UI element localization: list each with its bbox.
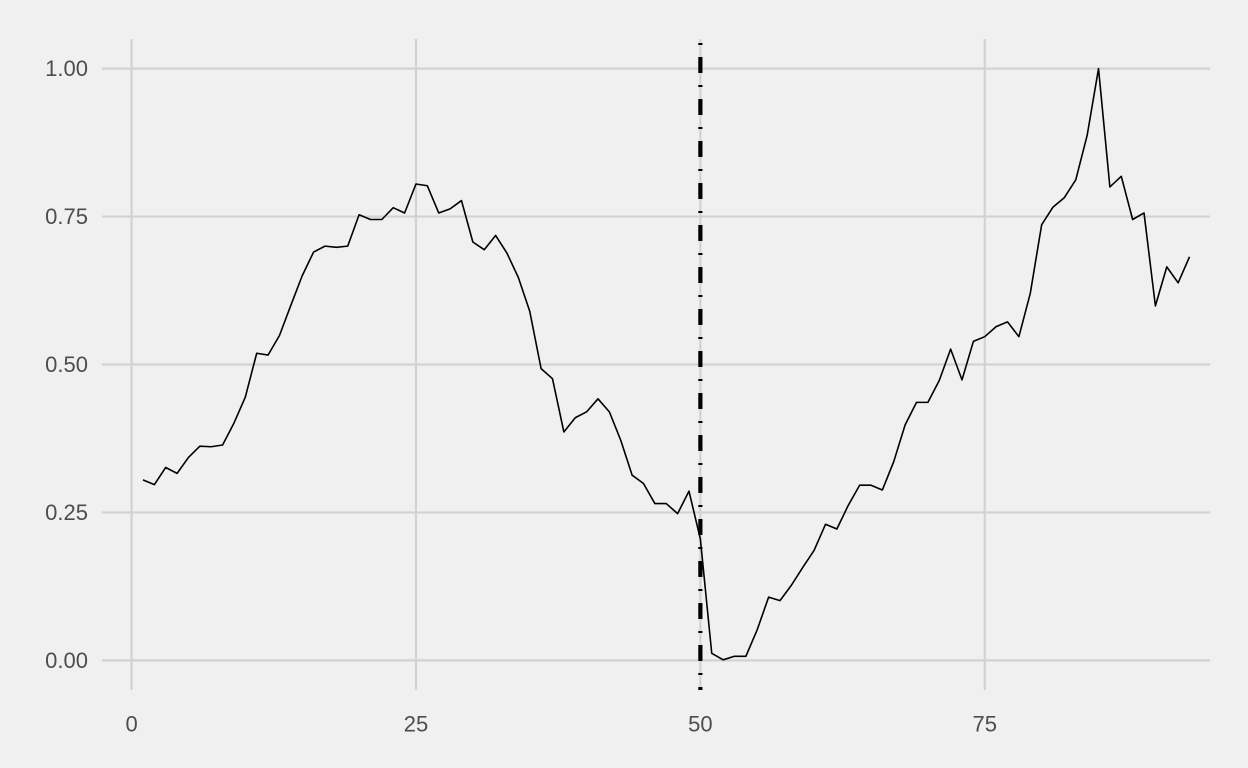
series-line [142,67,1191,661]
axis-labels: 0.00 0.25 0.50 0.75 1.00 0 25 50 75 [45,56,997,736]
x-tick-label: 0 [125,712,137,737]
y-tick-label: 0.00 [45,648,88,673]
y-tick-label: 1.00 [45,56,88,81]
x-tick-label: 75 [973,712,997,737]
x-tick-label: 50 [688,712,712,737]
x-tick-label: 25 [404,712,428,737]
y-tick-label: 0.75 [45,204,88,229]
series-layer [142,67,1191,661]
y-tick-label: 0.50 [45,352,88,377]
grid-layer [102,39,1210,690]
y-tick-label: 0.25 [45,500,88,525]
